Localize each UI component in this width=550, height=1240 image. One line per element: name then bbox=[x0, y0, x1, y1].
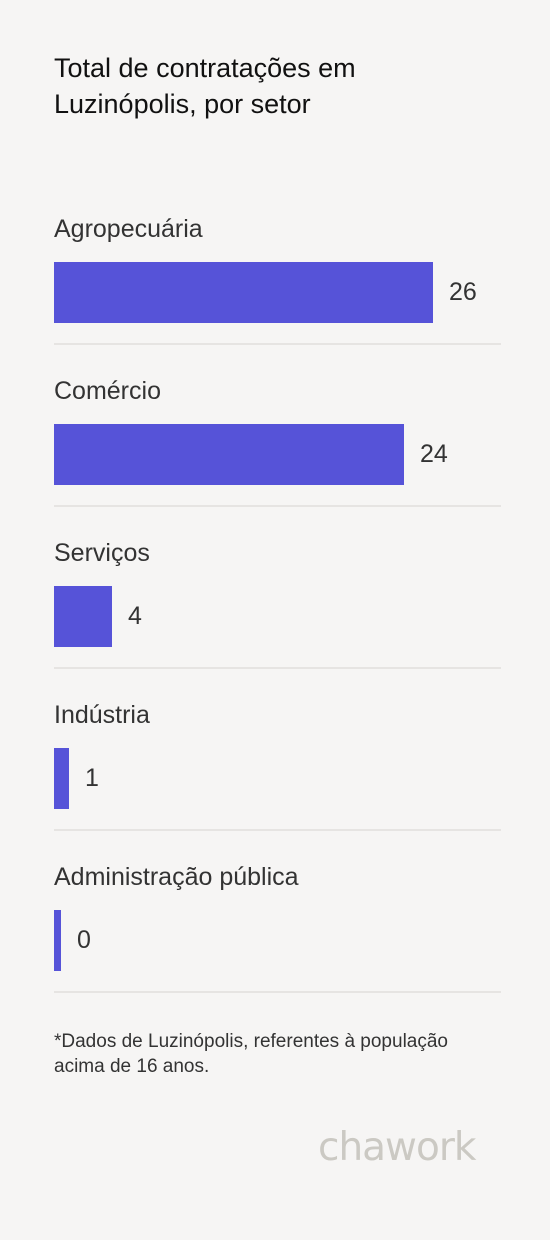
bar bbox=[54, 262, 433, 323]
bar-row: Serviços 4 bbox=[54, 537, 501, 699]
category-label: Administração pública bbox=[54, 863, 299, 891]
row-divider bbox=[54, 829, 501, 831]
bar-row: Indústria 1 bbox=[54, 699, 501, 861]
row-divider bbox=[54, 991, 501, 993]
category-label: Agropecuária bbox=[54, 215, 203, 243]
bar bbox=[54, 586, 112, 647]
row-divider bbox=[54, 505, 501, 507]
category-label: Serviços bbox=[54, 539, 150, 567]
footnote: *Dados de Luzinópolis, referentes à popu… bbox=[54, 1031, 448, 1077]
bar-row: Agropecuária 26 bbox=[54, 213, 501, 375]
value-label: 1 bbox=[85, 764, 99, 792]
row-divider bbox=[54, 343, 501, 345]
value-label: 24 bbox=[420, 440, 448, 468]
value-label: 0 bbox=[77, 926, 91, 954]
chart-title: Total de contratações em Luzinópolis, po… bbox=[54, 53, 356, 119]
value-label: 4 bbox=[128, 602, 142, 630]
logo-wordmark: chawork bbox=[318, 1125, 477, 1170]
category-label: Indústria bbox=[54, 701, 150, 729]
bar bbox=[54, 910, 61, 971]
category-label: Comércio bbox=[54, 377, 161, 405]
value-label: 26 bbox=[449, 278, 477, 306]
bar bbox=[54, 748, 69, 809]
bar-row: Comércio 24 bbox=[54, 375, 501, 537]
bar bbox=[54, 424, 404, 485]
row-divider bbox=[54, 667, 501, 669]
bar-row: Administração pública 0 bbox=[54, 861, 501, 1023]
chawork-logo: chawork bbox=[318, 1125, 478, 1170]
